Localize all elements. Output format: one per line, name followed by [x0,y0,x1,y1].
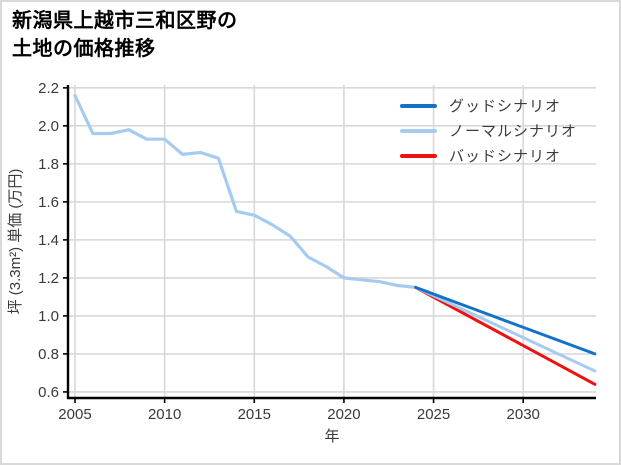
x-tick-label-2005: 2005 [58,406,91,423]
y-tick-label-2.0: 2.0 [38,118,59,135]
y-tick-label-1.6: 1.6 [38,194,59,211]
legend-line-normal-icon [400,128,437,133]
y-tick-label-1.0: 1.0 [38,308,59,325]
y-tick-label-1.2: 1.2 [38,270,59,287]
x-axis-title: 年 [324,428,339,445]
x-tick-label-2030: 2030 [507,406,540,423]
legend-label-good: グッドシナリオ [449,98,562,115]
x-tick-label-2015: 2015 [238,406,271,423]
y-tick-label-0.6: 0.6 [38,384,59,401]
legend: グッドシナリオ ノーマルシナリオ バッドシナリオ [400,93,577,168]
forecast-line-bad [414,285,597,386]
chart-title-line1: 新潟県上越市三和区野の [12,10,238,32]
chart-title-line2: 土地の価格推移 [12,38,156,60]
x-tick-label-2020: 2020 [327,406,360,423]
y-tick-label-1.8: 1.8 [38,156,59,173]
legend-item-bad: バッドシナリオ [400,143,577,168]
y-tick-label-2.2: 2.2 [38,80,59,97]
legend-item-normal: ノーマルシナリオ [400,118,577,143]
legend-label-normal: ノーマルシナリオ [449,123,578,140]
forecast-line-normal [414,285,597,373]
x-tick-label-2025: 2025 [417,406,450,423]
legend-line-good-icon [400,103,437,108]
forecast-line-good [414,285,597,356]
legend-label-bad: バッドシナリオ [449,148,562,165]
legend-item-good: グッドシナリオ [400,93,577,118]
chart-title: 新潟県上越市三和区野の 土地の価格推移 [12,7,238,63]
y-axis-title: 坪 (3.3m²) 単価 (万円) [7,169,24,315]
x-tick-label-2010: 2010 [148,406,181,423]
history-line [73,93,418,289]
y-tick-label-1.4: 1.4 [38,232,59,249]
y-tick-label-0.8: 0.8 [38,346,59,363]
legend-line-bad-icon [400,153,437,158]
